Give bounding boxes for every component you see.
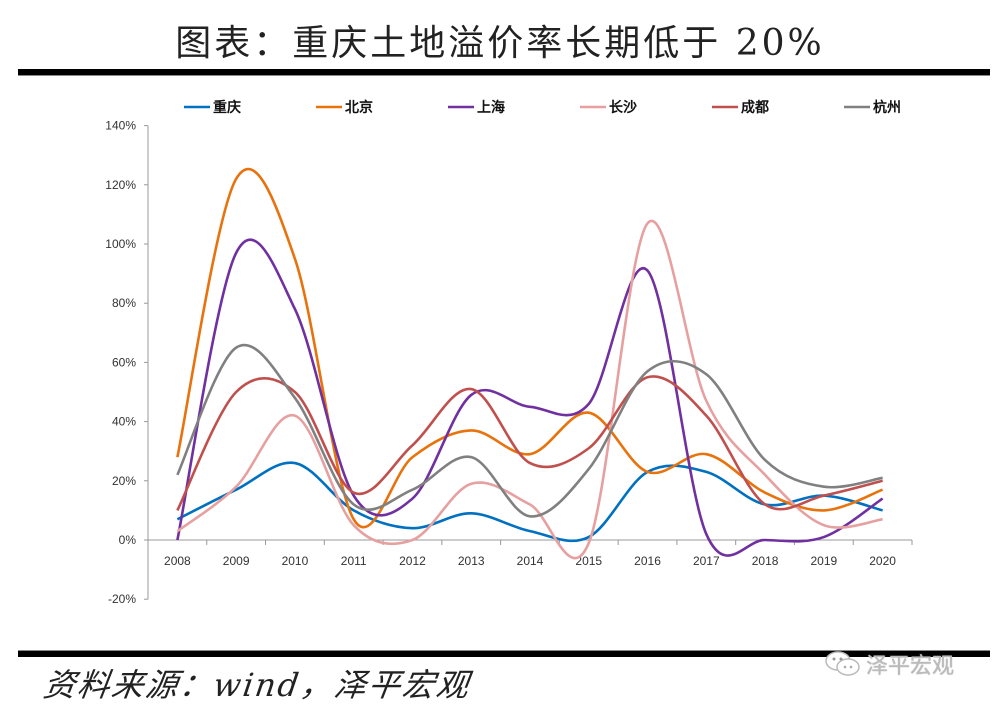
x-tick-label: 2012 [399, 554, 426, 568]
x-tick-label: 2015 [575, 554, 602, 568]
x-tick-label: 2010 [282, 554, 309, 568]
top-divider [18, 69, 990, 76]
chart-axes: -20% 0% 20% 40% 60% 80% 100% 120% 140% 2008 2009 20… [105, 119, 913, 606]
series-line [176, 343, 883, 518]
y-tick-label: 20% [112, 474, 136, 488]
legend-item: 北京 [316, 99, 373, 116]
y-tick-label: 80% [112, 296, 136, 310]
x-tick-label: 2020 [869, 554, 896, 568]
x-tick-label: 2017 [693, 554, 720, 568]
chart-lines [176, 167, 884, 560]
series-line [176, 375, 883, 511]
watermark: 泽平宏观 [824, 648, 954, 680]
legend-item: 杭州 [844, 99, 901, 116]
legend-item: 上海 [448, 99, 505, 116]
series-line [176, 167, 884, 529]
series-line [176, 238, 884, 557]
x-tick-label: 2013 [458, 554, 485, 568]
legend-label: 重庆 [213, 99, 241, 116]
legend-item: 成都 [712, 99, 769, 116]
series-line [176, 219, 883, 560]
x-tick-label: 2019 [810, 554, 837, 568]
line-chart: 重庆 北京 上海 长沙 成都 杭州 -20% 0% 20% 40% 60% 80% 100% 120% 1… [105, 99, 913, 606]
x-tick-label: 2009 [223, 554, 250, 568]
watermark-text: 泽平宏观 [866, 654, 955, 679]
source-note: 资料来源：wind，泽平宏观 [41, 666, 474, 704]
y-tick-label: 120% [105, 178, 136, 192]
bottom-divider [18, 650, 990, 657]
series-line [176, 461, 883, 543]
legend-item: 长沙 [580, 99, 637, 116]
y-tick-label: 100% [105, 237, 136, 251]
legend-label: 上海 [477, 99, 505, 116]
y-tick-label: 40% [112, 415, 136, 429]
legend-label: 杭州 [873, 99, 901, 116]
legend-item: 重庆 [184, 99, 241, 116]
x-tick-label: 2011 [341, 554, 367, 568]
wechat-icon [825, 651, 860, 676]
y-tick-label: 60% [112, 355, 136, 369]
y-tick-label: 140% [105, 119, 136, 133]
x-tick-label: 2018 [752, 554, 779, 568]
y-tick-label: -20% [108, 592, 136, 606]
chart-legend: 重庆 北京 上海 长沙 成都 杭州 [184, 99, 901, 116]
legend-label: 北京 [345, 99, 373, 116]
y-tick-label: 0% [119, 533, 137, 547]
legend-label: 成都 [741, 99, 769, 116]
x-tick-label: 2016 [634, 554, 661, 568]
page-title: 图表：重庆土地溢价率长期低于 20% [175, 23, 825, 64]
x-tick-label: 2008 [164, 554, 191, 568]
x-tick-label: 2014 [517, 554, 544, 568]
legend-label: 长沙 [609, 99, 637, 116]
